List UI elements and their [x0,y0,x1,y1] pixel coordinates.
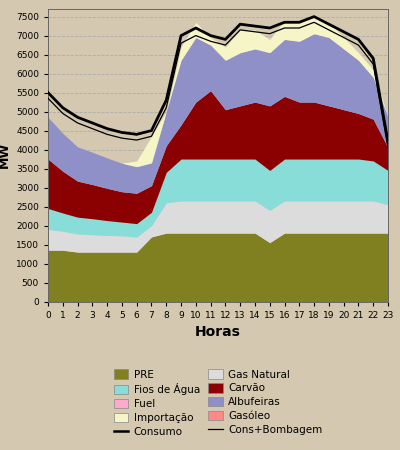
Y-axis label: MW: MW [0,142,10,168]
X-axis label: Horas: Horas [195,325,241,339]
Legend: PRE, Fios de Água, Fuel, Importação, Consumo, Gas Natural, Carvão, Albufeiras, G: PRE, Fios de Água, Fuel, Importação, Con… [110,365,326,441]
